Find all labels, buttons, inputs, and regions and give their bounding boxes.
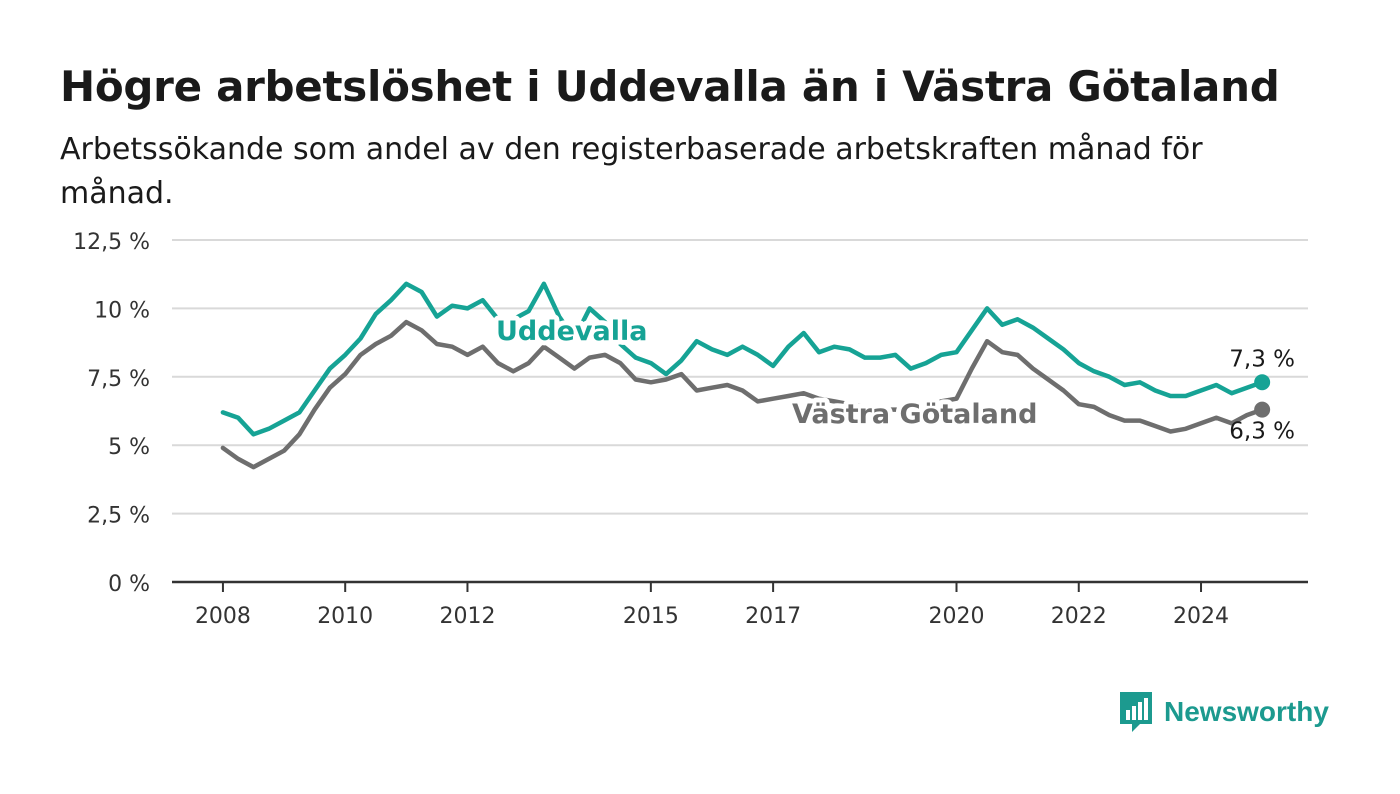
- x-tick-label: 2024: [1173, 604, 1229, 629]
- y-tick-label: 5 %: [108, 435, 150, 460]
- x-tick-label: 2017: [745, 604, 801, 629]
- y-tick-label: 7,5 %: [87, 367, 150, 392]
- y-tick-label: 0 %: [108, 572, 150, 597]
- series-label: Västra Götaland: [792, 399, 1037, 430]
- x-tick-label: 2022: [1051, 604, 1107, 629]
- brand-name: Newsworthy: [1164, 696, 1329, 727]
- end-point-marker: [1254, 401, 1271, 418]
- series-label: Uddevalla: [496, 316, 647, 347]
- end-value-label: 7,3 %: [1229, 346, 1295, 372]
- series-line-uddevalla: [220, 281, 1265, 437]
- y-tick-label: 10 %: [94, 298, 150, 323]
- newsworthy-logo-icon: [1120, 692, 1152, 732]
- x-tick-label: 2008: [195, 604, 251, 629]
- y-tick-label: 2,5 %: [87, 504, 150, 529]
- x-tick-label: 2012: [439, 604, 495, 629]
- x-tick-label: 2015: [623, 604, 679, 629]
- end-value-label: 6,3 %: [1229, 419, 1295, 445]
- end-point-marker: [1254, 374, 1271, 391]
- y-tick-label: 12,5 %: [73, 230, 150, 255]
- series-line-vastra-gotaland: [220, 319, 1265, 470]
- chart-subtitle: Arbetssökande som andel av den registerb…: [60, 132, 1203, 211]
- x-tick-label: 2020: [929, 604, 985, 629]
- chart-title: Högre arbetslöshet i Uddevalla än i Väst…: [60, 62, 1280, 111]
- brand-logo: Newsworthy: [1118, 690, 1329, 734]
- x-tick-label: 2010: [317, 604, 373, 629]
